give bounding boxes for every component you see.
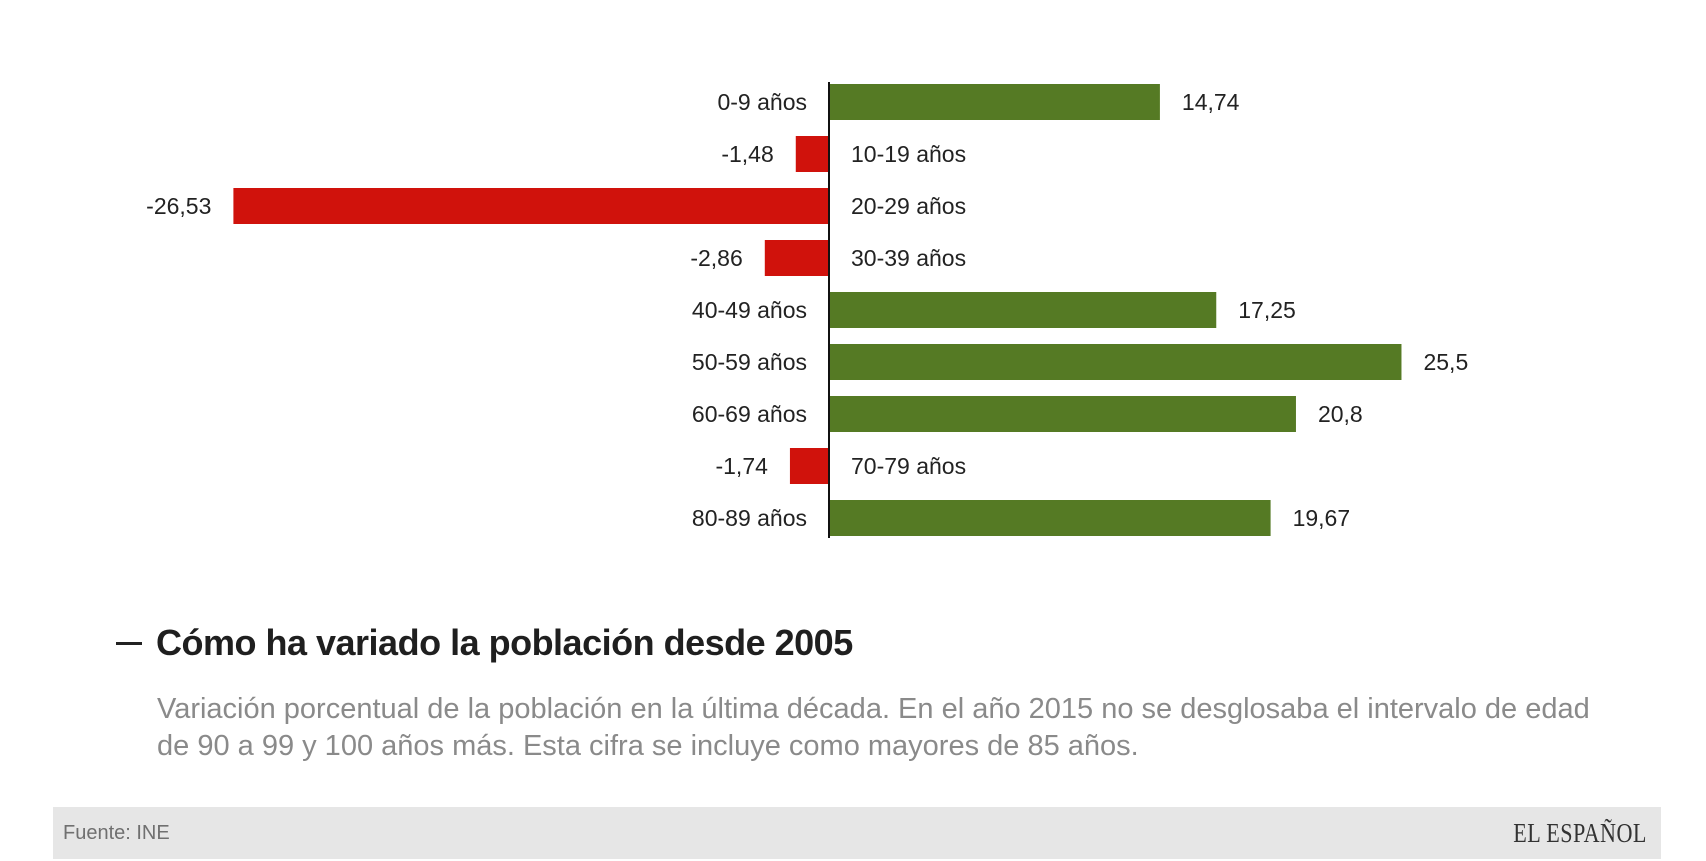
bar-40-49-a-os bbox=[829, 292, 1217, 328]
category-label: 10-19 años bbox=[851, 141, 966, 167]
category-label: 80-89 años bbox=[692, 505, 807, 531]
value-label: 19,67 bbox=[1293, 505, 1351, 531]
category-label: 20-29 años bbox=[851, 193, 966, 219]
value-label: -1,48 bbox=[721, 141, 773, 167]
source-note: Fuente: INE bbox=[63, 822, 170, 844]
category-label: 40-49 años bbox=[692, 297, 807, 323]
footer-bar: Fuente: INE EL ESPAÑOL bbox=[53, 807, 1661, 859]
diverging-bar-chart: 0-9 años 14,74 10-19 años -1,48 20-29 años -2… bbox=[146, 82, 1468, 538]
category-label: 60-69 años bbox=[692, 401, 807, 427]
chart-title-row: Cómo ha variado la población desde 2005 bbox=[116, 622, 853, 664]
bar-20-29-a-os bbox=[233, 188, 830, 224]
value-label: -1,74 bbox=[715, 453, 768, 479]
category-label: 30-39 años bbox=[851, 245, 966, 271]
value-label: 14,74 bbox=[1182, 89, 1240, 115]
bar-10-19-a-os bbox=[795, 136, 829, 172]
bar-50-59-a-os bbox=[829, 344, 1402, 380]
brand-logo: EL ESPAÑOL bbox=[1513, 818, 1647, 848]
category-label: 0-9 años bbox=[717, 89, 807, 115]
bar-60-69-a-os bbox=[829, 396, 1296, 432]
category-label: 70-79 años bbox=[851, 453, 966, 479]
value-label: -26,53 bbox=[146, 193, 211, 219]
value-label: 17,25 bbox=[1238, 297, 1296, 323]
chart-subtitle: Variación porcentual de la población en … bbox=[157, 693, 1590, 762]
title-dash bbox=[116, 641, 142, 645]
bar-70-79-a-os bbox=[789, 448, 829, 484]
value-label: 25,5 bbox=[1423, 349, 1468, 375]
value-label: 20,8 bbox=[1318, 401, 1363, 427]
bar-30-39-a-os bbox=[764, 240, 829, 276]
category-label: 50-59 años bbox=[692, 349, 807, 375]
chart-title: Cómo ha variado la población desde 2005 bbox=[156, 622, 853, 663]
bar-0-9-a-os bbox=[829, 84, 1160, 120]
value-label: -2,86 bbox=[690, 245, 742, 271]
bar-80-89-a-os bbox=[829, 500, 1271, 536]
